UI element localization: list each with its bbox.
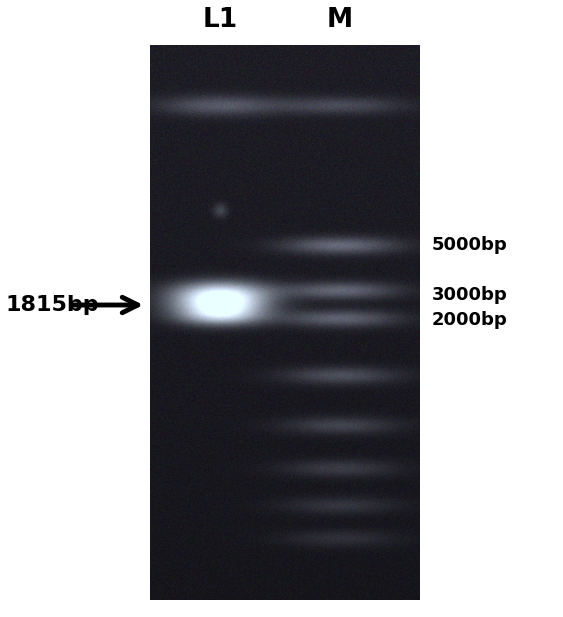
Text: M: M <box>327 7 353 33</box>
Text: 5000bp: 5000bp <box>432 236 508 254</box>
Text: 3000bp: 3000bp <box>432 286 508 304</box>
Text: 2000bp: 2000bp <box>432 311 508 329</box>
Text: 1815bp: 1815bp <box>5 295 99 315</box>
Text: L1: L1 <box>202 7 238 33</box>
